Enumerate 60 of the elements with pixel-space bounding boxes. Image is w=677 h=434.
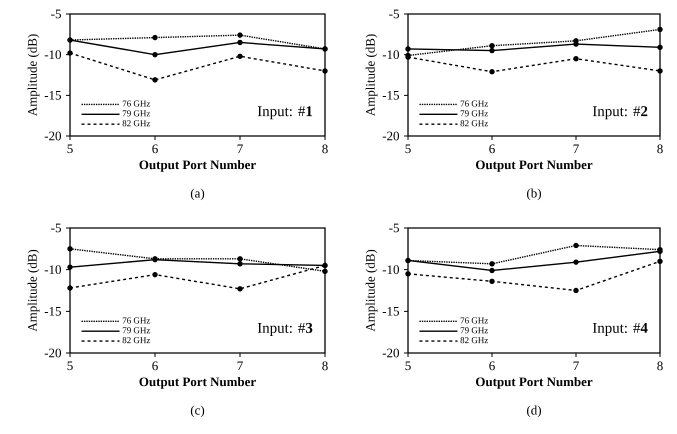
legend-label: 76 GHz — [460, 317, 488, 324]
x-tick-label: 5 — [68, 362, 73, 370]
y-tick-label: -20 — [44, 348, 61, 358]
y-axis-title: Amplitude (dB) — [28, 34, 40, 116]
x-tick-label: 5 — [68, 144, 73, 154]
y-tick-label: -15 — [382, 90, 399, 100]
x-tick-label: 7 — [574, 362, 579, 370]
x-tick-label: 6 — [489, 362, 495, 370]
x-tick-label: 7 — [574, 144, 579, 153]
x-tick-label: 6 — [152, 144, 158, 154]
y-tick-label: -15 — [44, 90, 61, 100]
y-tick-label: -5 — [51, 10, 61, 18]
y-tick-label: -5 — [389, 10, 399, 18]
y-tick-label: -20 — [44, 132, 61, 140]
legend-label: 79 GHz — [122, 110, 150, 116]
x-axis-title: Output Port Number — [476, 377, 592, 389]
x-tick-label: 5 — [406, 144, 411, 154]
annotation: Input: #3 — [258, 322, 312, 336]
x-tick-label: 6 — [152, 362, 158, 370]
legend-label: 76 GHz — [460, 100, 488, 107]
x-axis-title: Output Port Number — [139, 160, 256, 172]
legend-label: 76 GHz — [122, 317, 150, 324]
x-tick-label: 8 — [322, 362, 328, 370]
annotation: Input: #1 — [258, 106, 312, 120]
x-tick-label: 8 — [657, 144, 663, 154]
y-tick-label: -10 — [44, 50, 61, 60]
legend-label: 82 GHz — [122, 337, 150, 344]
legend-label: 76 GHz — [122, 100, 150, 107]
x-axis-title: Output Port Number — [476, 160, 592, 172]
text: (b) — [527, 188, 541, 200]
y-tick-label: -10 — [382, 50, 399, 60]
legend-label: 82 GHz — [122, 120, 150, 126]
annotation: Input: #4 — [592, 322, 648, 336]
y-tick-label: -10 — [382, 265, 399, 274]
y-tick-label: -5 — [51, 224, 61, 232]
x-tick-label: 7 — [238, 362, 243, 370]
legend-label: 79 GHz — [460, 327, 488, 334]
x-tick-label: 7 — [238, 144, 243, 153]
y-tick-label: -10 — [44, 265, 61, 274]
y-tick-label: -20 — [382, 132, 399, 140]
y-axis-title: Amplitude (dB) — [366, 250, 378, 332]
legend-label: 82 GHz — [460, 337, 488, 344]
annotation: Input: #2 — [592, 106, 648, 120]
y-axis-title: Amplitude (dB) — [366, 34, 378, 116]
y-tick-label: -15 — [382, 306, 399, 316]
x-tick-label: 6 — [489, 144, 495, 154]
text: (c) — [190, 406, 204, 418]
y-axis-title: Amplitude (dB) — [28, 250, 40, 332]
y-tick-label: -5 — [389, 224, 399, 232]
y-tick-label: -15 — [44, 306, 61, 316]
text: (d) — [527, 406, 541, 418]
text: (a) — [190, 188, 204, 200]
legend-label: 79 GHz — [122, 327, 150, 334]
legend-label: 82 GHz — [460, 120, 488, 126]
legend-label: 79 GHz — [460, 110, 488, 116]
x-tick-label: 5 — [406, 362, 411, 370]
y-tick-label: -20 — [382, 348, 399, 358]
x-tick-label: 8 — [657, 362, 663, 370]
x-tick-label: 8 — [322, 144, 328, 154]
x-axis-title: Output Port Number — [139, 377, 256, 389]
